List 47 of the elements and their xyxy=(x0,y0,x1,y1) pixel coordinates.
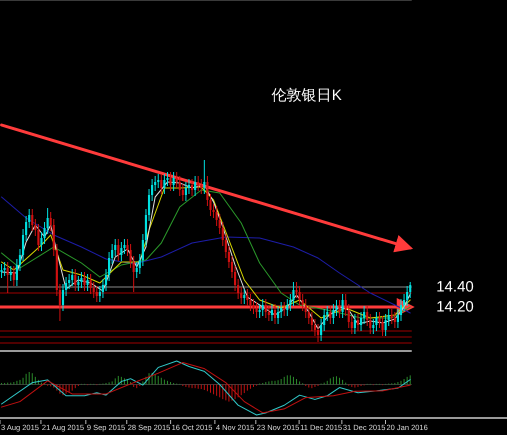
candlestick xyxy=(200,178,202,194)
candlestick xyxy=(6,262,9,294)
candlestick xyxy=(169,172,172,192)
y-tick-label: 14.20 xyxy=(436,298,474,316)
candlestick xyxy=(342,294,344,318)
candlestick xyxy=(74,268,76,292)
candlestick xyxy=(80,272,83,288)
candlestick xyxy=(381,316,384,336)
candlestick xyxy=(163,174,166,194)
candlestick xyxy=(394,312,396,328)
candlestick xyxy=(120,242,122,262)
candlestick xyxy=(375,312,378,332)
candlestick xyxy=(390,308,393,324)
candlestick xyxy=(338,300,341,318)
candlestick xyxy=(184,182,187,202)
candlestick xyxy=(157,174,160,188)
candlestick xyxy=(77,276,80,292)
candlestick xyxy=(262,298,264,316)
candlestick xyxy=(203,160,206,194)
candlestick xyxy=(0,264,3,278)
candlestick xyxy=(356,314,360,332)
candlestick xyxy=(329,306,332,324)
candlestick xyxy=(71,268,74,286)
candlestick xyxy=(96,286,98,302)
candlestick xyxy=(86,274,89,292)
candlestick xyxy=(274,304,276,324)
candlestick xyxy=(83,272,86,292)
candlestick xyxy=(243,288,246,304)
candlestick xyxy=(190,178,194,196)
text: 伦敦银日K xyxy=(272,87,342,104)
candlestick xyxy=(4,262,6,276)
candlestick xyxy=(270,304,274,322)
candlestick xyxy=(283,302,286,316)
candlestick xyxy=(255,302,258,318)
candlestick xyxy=(332,304,334,324)
candlestick xyxy=(172,172,175,192)
candlestick xyxy=(160,174,162,194)
y-tick-label: 14.40 xyxy=(436,278,474,296)
candlestick xyxy=(117,238,120,262)
candlestick xyxy=(264,298,267,318)
candlestick xyxy=(90,274,92,294)
candlestick xyxy=(277,306,280,324)
candlestick xyxy=(10,266,12,282)
candlestick xyxy=(354,314,356,334)
candlestick xyxy=(12,266,15,286)
candlestick xyxy=(197,176,200,192)
candlestick xyxy=(194,176,196,196)
